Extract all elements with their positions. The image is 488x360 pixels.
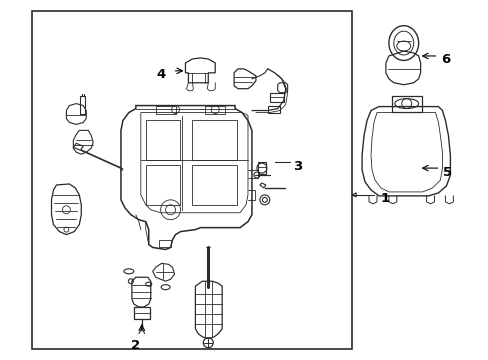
Bar [257,162,265,174]
Bar [269,93,283,102]
Bar [192,121,237,160]
Bar [267,105,279,113]
Bar [158,239,170,247]
Text: 5: 5 [443,166,452,179]
Bar [155,105,175,113]
Bar [134,307,149,319]
Text: 6: 6 [441,53,450,67]
Bar [80,96,85,113]
Bar [32,11,351,349]
Bar [145,165,180,205]
Text: 4: 4 [156,68,165,81]
Bar [145,121,180,160]
Text: 3: 3 [292,159,301,172]
Text: 1: 1 [380,192,389,205]
Bar [391,96,421,112]
Text: 2: 2 [131,339,140,352]
Bar [205,105,224,113]
Bar [192,165,237,205]
